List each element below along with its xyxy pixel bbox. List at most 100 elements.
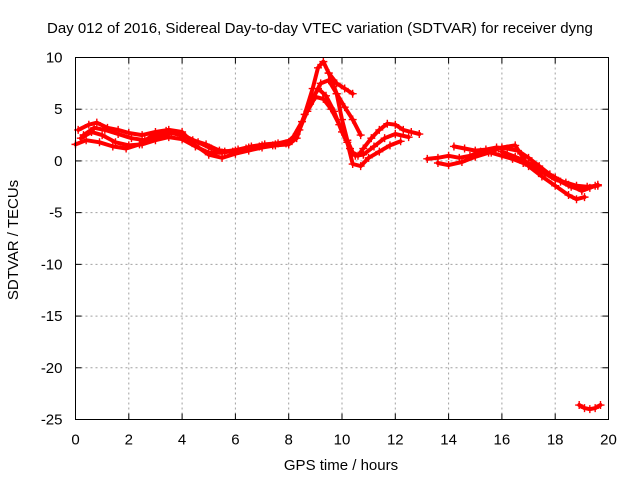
data-point xyxy=(359,150,368,159)
y-tick-label: -25 xyxy=(41,412,63,429)
x-tick-label: 12 xyxy=(387,432,404,449)
data-point xyxy=(511,141,520,150)
series-track-8 xyxy=(433,141,589,204)
data-point xyxy=(314,63,323,72)
data-point xyxy=(308,94,317,103)
data-point xyxy=(191,142,200,151)
data-point xyxy=(324,76,333,85)
x-tick-label: 2 xyxy=(125,432,133,449)
data-point xyxy=(391,130,400,139)
y-tick-label: -5 xyxy=(49,205,62,222)
data-point xyxy=(449,142,458,151)
x-tick-label: 18 xyxy=(547,432,564,449)
data-point xyxy=(537,166,546,175)
data-point xyxy=(207,144,216,153)
data-point xyxy=(367,134,376,143)
data-point xyxy=(319,57,328,66)
data-point xyxy=(444,161,453,170)
data-point xyxy=(298,117,307,126)
data-point xyxy=(596,401,605,410)
data-point xyxy=(234,145,243,154)
data-point xyxy=(95,138,104,147)
data-point xyxy=(260,140,269,149)
y-tick-label: 0 xyxy=(54,153,62,170)
x-tick-labels: 0 2 4 6 8 10 12 14 16 18 20 xyxy=(71,432,617,449)
y-tick-label: 5 xyxy=(54,101,62,118)
data-point xyxy=(135,140,144,149)
data-point xyxy=(324,69,333,78)
y-tick-label: -10 xyxy=(41,256,63,273)
data-point xyxy=(332,89,341,98)
data-point xyxy=(343,138,352,147)
data-point xyxy=(122,144,131,153)
data-point xyxy=(551,173,560,182)
data-point xyxy=(316,79,325,88)
data-point xyxy=(433,158,442,167)
data-point xyxy=(572,195,581,204)
x-tick-label: 14 xyxy=(440,432,457,449)
data-point xyxy=(340,103,349,112)
data-point xyxy=(564,191,573,200)
data-point xyxy=(98,131,107,140)
data-point xyxy=(471,152,480,161)
x-tick-label: 10 xyxy=(334,432,351,449)
chart-title: Day 012 of 2016, Sidereal Day-to-day VTE… xyxy=(47,20,593,37)
data-point xyxy=(444,151,453,160)
data-point xyxy=(84,120,93,129)
data-point xyxy=(364,153,373,162)
data-point xyxy=(404,133,413,142)
y-axis-label: SDTVAR / TECUs xyxy=(5,180,22,300)
data-point xyxy=(319,94,328,103)
data-point xyxy=(154,132,163,141)
data-point xyxy=(511,152,520,161)
series-track-5 xyxy=(324,69,357,98)
data-point xyxy=(585,405,594,414)
data-point xyxy=(287,136,296,145)
x-tick-label: 8 xyxy=(285,432,293,449)
data-point xyxy=(375,125,384,134)
y-tick-label: 10 xyxy=(46,50,63,67)
data-point xyxy=(577,186,586,195)
data-point xyxy=(127,134,136,143)
y-tick-label: -20 xyxy=(41,360,63,377)
data-point xyxy=(138,131,147,140)
data-point xyxy=(79,131,88,140)
data-point xyxy=(396,137,405,146)
data-point xyxy=(327,105,336,114)
data-point xyxy=(457,157,466,166)
data-point xyxy=(484,148,493,157)
data-point xyxy=(356,162,365,171)
data-point xyxy=(194,138,203,147)
data-point xyxy=(92,118,101,127)
data-point xyxy=(114,130,123,139)
data-point xyxy=(82,136,91,145)
series-track-9 xyxy=(497,147,600,195)
x-axis-label: GPS time / hours xyxy=(284,457,398,474)
series-track-4 xyxy=(79,76,365,156)
y-tick-label: -15 xyxy=(41,308,63,325)
data-point xyxy=(399,125,408,134)
data-point xyxy=(391,120,400,129)
data-point xyxy=(140,136,149,145)
series-track-10 xyxy=(575,401,605,414)
data-point xyxy=(575,401,584,410)
y-tick-labels: 10 5 0 -5 -10 -15 -20 -25 xyxy=(41,50,63,429)
series-line xyxy=(326,71,355,96)
x-tick-label: 16 xyxy=(494,432,511,449)
data-point xyxy=(524,158,533,167)
data-point xyxy=(108,142,117,151)
data-point xyxy=(375,147,384,156)
x-tick-label: 0 xyxy=(71,432,79,449)
data-point xyxy=(180,132,189,141)
data-point xyxy=(591,181,600,190)
data-point xyxy=(332,79,341,88)
data-point xyxy=(274,139,283,148)
data-point xyxy=(591,404,600,413)
x-tick-label: 6 xyxy=(231,432,239,449)
data-point xyxy=(455,153,464,162)
series-line xyxy=(499,149,598,193)
data-point xyxy=(167,129,176,138)
data-point xyxy=(580,193,589,202)
data-point xyxy=(348,89,357,98)
